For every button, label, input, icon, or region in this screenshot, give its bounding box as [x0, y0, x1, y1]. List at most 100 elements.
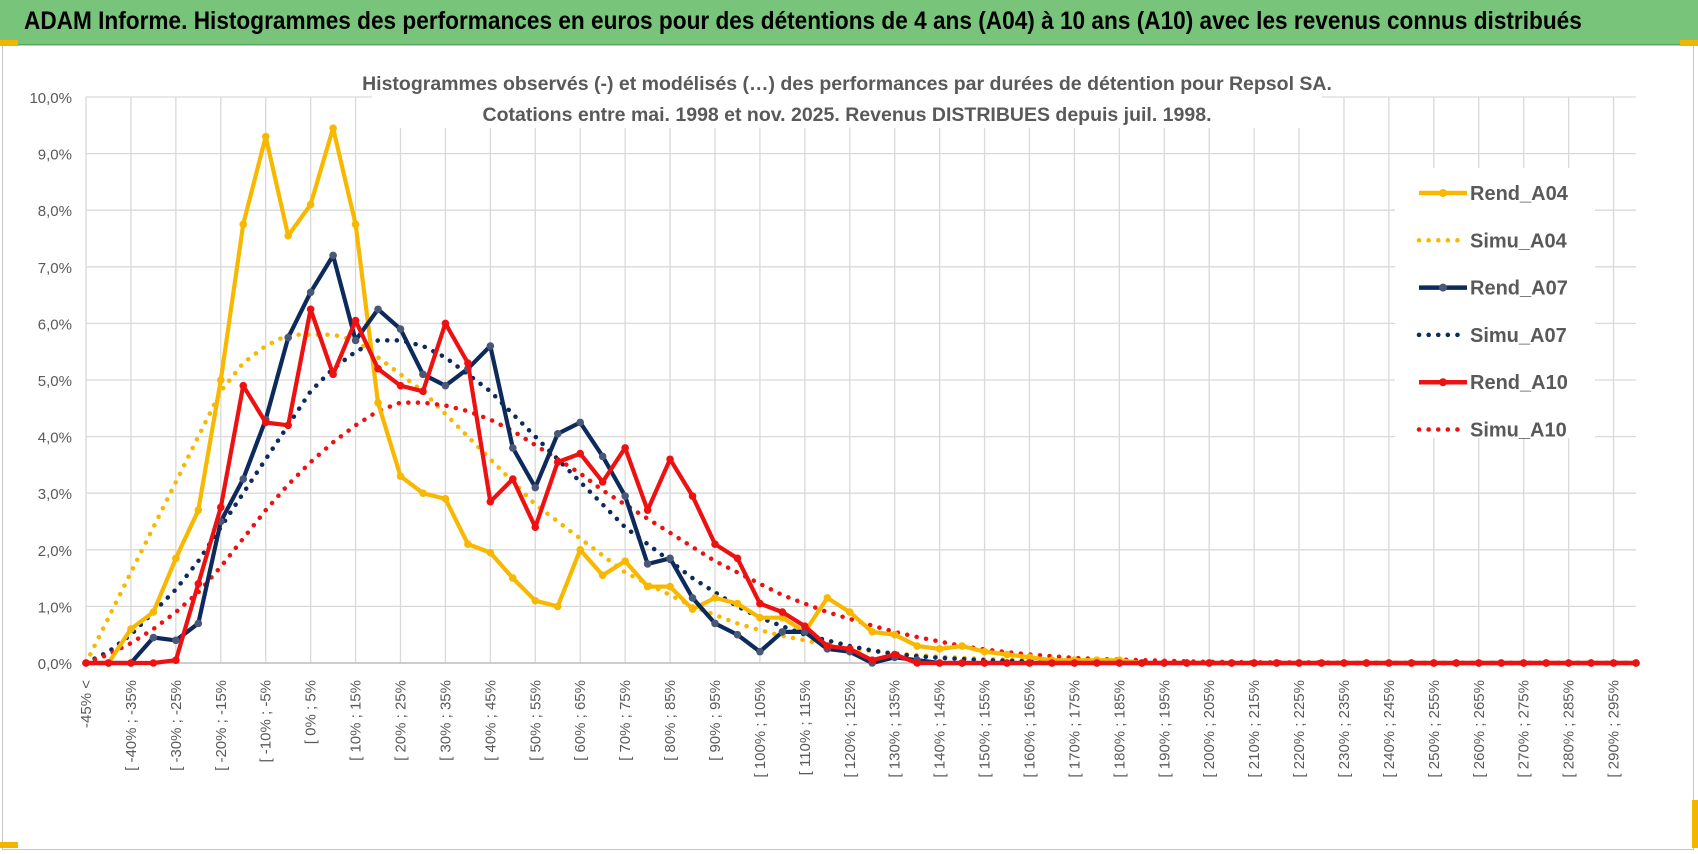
x-tick-label: [ -20% ; -15% — [213, 680, 230, 771]
data-point-Rend_A10 — [284, 421, 292, 430]
x-tick-label: [ 150% ; 155% — [977, 680, 994, 778]
data-point-Rend_A07 — [351, 336, 360, 345]
data-point-Rend_A10 — [351, 316, 360, 325]
data-point-Rend_A04 — [868, 628, 877, 636]
data-point-Rend_A10 — [104, 659, 113, 667]
title-banner: ADAM Informe. Histogrammes des performan… — [0, 0, 1698, 45]
x-tick-label: -45% < — [78, 680, 95, 728]
x-tick-label: [ 0% ; 5% — [303, 680, 320, 744]
y-tick-label: 4,0% — [38, 430, 72, 447]
chart-frame — [2, 45, 1694, 850]
data-point-Rend_A07 — [149, 633, 158, 642]
y-tick-label: 7,0% — [38, 260, 72, 277]
legend-marker-Rend_A04 — [1439, 189, 1447, 197]
data-point-Rend_A10 — [1497, 659, 1506, 667]
data-point-Rend_A07 — [396, 325, 405, 333]
data-point-Rend_A10 — [1452, 659, 1461, 667]
x-tick-label: [ -10% ; -5% — [258, 680, 275, 763]
x-tick-label: [ 100% ; 105% — [752, 680, 769, 778]
x-tick-label: [ 30% ; 35% — [437, 680, 454, 761]
data-point-Rend_A10 — [1340, 659, 1348, 667]
data-point-Rend_A04 — [980, 647, 989, 656]
data-point-Rend_A04 — [756, 613, 764, 622]
x-tick-label: [ -40% ; -35% — [123, 680, 140, 771]
x-tick-label: [ 240% ; 245% — [1381, 680, 1398, 778]
data-point-Rend_A10 — [1519, 659, 1528, 667]
data-point-Rend_A07 — [239, 475, 248, 483]
data-point-Rend_A10 — [553, 458, 562, 466]
data-point-Rend_A04 — [666, 582, 674, 591]
data-point-Rend_A10 — [306, 305, 315, 314]
y-tick-label: 8,0% — [38, 203, 72, 220]
x-tick-label: [ -30% ; -25% — [168, 680, 185, 771]
x-tick-label: [ 180% ; 185% — [1111, 680, 1128, 778]
x-tick-label: [ 220% ; 225% — [1291, 680, 1308, 778]
data-point-Rend_A07 — [284, 333, 292, 342]
data-point-Rend_A10 — [890, 650, 899, 659]
data-point-Rend_A04 — [531, 596, 540, 605]
data-point-Rend_A04 — [935, 645, 944, 653]
data-point-Rend_A10 — [1025, 659, 1034, 667]
x-tick-label: [ 60% ; 65% — [572, 680, 589, 761]
legend-marker-Rend_A07 — [1439, 283, 1447, 292]
data-point-Rend_A10 — [419, 387, 427, 396]
data-point-Rend_A07 — [419, 370, 427, 379]
y-tick-label: 0,0% — [38, 656, 72, 673]
data-point-Rend_A04 — [1003, 650, 1011, 659]
data-point-Rend_A10 — [688, 492, 697, 500]
data-point-Rend_A10 — [82, 659, 90, 667]
x-tick-label: [ 110% ; 115% — [797, 680, 814, 775]
data-point-Rend_A07 — [711, 619, 719, 628]
data-point-Rend_A04 — [913, 642, 921, 650]
data-point-Rend_A10 — [1430, 659, 1438, 667]
banner-title: ADAM Informe. Histogrammes des performan… — [24, 7, 1582, 35]
data-point-Rend_A04 — [284, 231, 292, 240]
data-point-Rend_A10 — [845, 645, 854, 653]
data-point-Rend_A07 — [509, 444, 517, 452]
data-point-Rend_A10 — [1205, 659, 1213, 667]
data-point-Rend_A10 — [216, 503, 225, 512]
legend-label-Rend_A07: Rend_A07 — [1470, 278, 1568, 300]
data-point-Rend_A10 — [756, 599, 764, 608]
corner-mark-bottom-left — [0, 842, 18, 848]
data-point-Rend_A04 — [351, 220, 360, 229]
data-point-Rend_A10 — [531, 523, 540, 531]
data-point-Rend_A04 — [464, 540, 472, 548]
data-point-Rend_A04 — [643, 582, 652, 591]
data-point-Rend_A07 — [531, 483, 540, 492]
data-point-Rend_A10 — [598, 478, 607, 486]
data-point-Rend_A10 — [509, 475, 517, 483]
data-point-Rend_A04 — [733, 599, 742, 608]
x-tick-label: [ 170% ; 175% — [1066, 680, 1083, 778]
data-point-Rend_A10 — [1160, 659, 1169, 667]
data-point-Rend_A07 — [329, 251, 337, 260]
legend: Rend_A04 Simu_A04 Rend_A07 Simu_A07 Rend_A10… — [1395, 168, 1595, 442]
data-point-Rend_A10 — [1137, 659, 1146, 667]
data-point-Rend_A10 — [239, 381, 248, 390]
data-point-Rend_A10 — [868, 656, 877, 664]
data-point-Rend_A04 — [890, 630, 899, 639]
data-point-Rend_A04 — [306, 200, 315, 209]
data-point-Rend_A04 — [778, 613, 787, 622]
data-point-Rend_A10 — [1407, 659, 1416, 667]
x-tick-label: [ 40% ; 45% — [482, 680, 499, 761]
data-point-Rend_A10 — [823, 642, 832, 650]
data-point-Rend_A07 — [666, 554, 674, 563]
data-point-Rend_A04 — [486, 548, 495, 557]
data-point-Rend_A10 — [374, 364, 382, 373]
data-point-Rend_A10 — [711, 540, 719, 548]
data-point-Rend_A04 — [598, 571, 607, 580]
data-point-Rend_A10 — [1250, 659, 1258, 667]
data-point-Rend_A07 — [374, 305, 382, 314]
y-tick-label: 9,0% — [38, 147, 72, 164]
data-point-Rend_A10 — [576, 449, 585, 458]
x-tick-label: [ 230% ; 235% — [1336, 680, 1353, 778]
data-point-Rend_A07 — [598, 452, 607, 461]
data-point-Rend_A10 — [1317, 659, 1326, 667]
x-tick-label: [ 280% ; 285% — [1561, 680, 1578, 778]
x-tick-label: [ 10% ; 15% — [348, 680, 365, 761]
data-point-Rend_A04 — [823, 594, 832, 602]
data-point-Rend_A10 — [396, 381, 405, 390]
data-point-Rend_A10 — [486, 497, 495, 506]
data-point-Rend_A10 — [1115, 659, 1124, 667]
